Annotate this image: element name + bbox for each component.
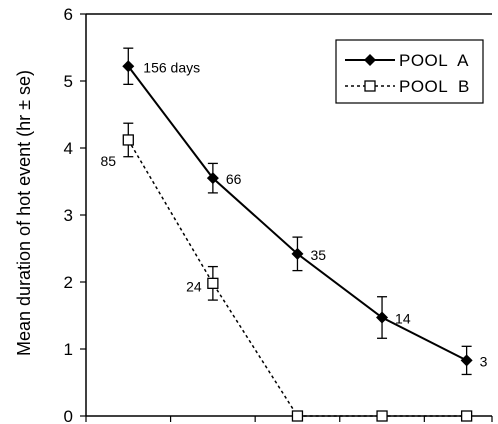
data-label: 24 <box>186 278 202 294</box>
y-tick-label: 1 <box>64 340 73 359</box>
legend: POOL A POOL B <box>335 39 484 104</box>
data-label: 3 <box>480 353 488 369</box>
series-line-pool-a <box>127 65 468 362</box>
data-label: 85 <box>101 153 117 169</box>
data-point <box>291 410 304 422</box>
data-point <box>122 60 135 73</box>
legend-pool-a-marker <box>364 54 376 66</box>
legend-pool-b-marker <box>364 80 376 92</box>
data-label: 35 <box>310 247 326 263</box>
data-point <box>376 410 388 422</box>
legend-pool-a-label: POOL A <box>399 51 469 70</box>
y-tick-label: 5 <box>64 72 73 91</box>
legend-pool-b-label: POOL B <box>399 77 470 96</box>
data-label: 66 <box>226 171 242 187</box>
series-line-pool-b <box>127 139 467 417</box>
data-label: 14 <box>395 311 411 327</box>
data-point <box>291 247 304 260</box>
data-point <box>207 277 219 289</box>
y-tick-label: 0 <box>64 407 73 424</box>
data-point <box>460 354 473 367</box>
data-label: 156 days <box>143 59 200 75</box>
data-point <box>376 311 389 324</box>
y-tick-label: 3 <box>64 206 73 225</box>
legend-box <box>335 39 484 104</box>
plot-marks: 156 days 66 35 14 3 85 24 <box>101 47 488 422</box>
y-tick-label: 2 <box>64 273 73 292</box>
y-tick-label: 4 <box>64 139 73 158</box>
data-point <box>460 410 473 422</box>
y-axis-title: Mean duration of hot event (hr ± se) <box>14 70 34 356</box>
y-tick-label: 6 <box>64 5 73 24</box>
data-point <box>206 172 219 185</box>
data-point <box>122 134 134 146</box>
